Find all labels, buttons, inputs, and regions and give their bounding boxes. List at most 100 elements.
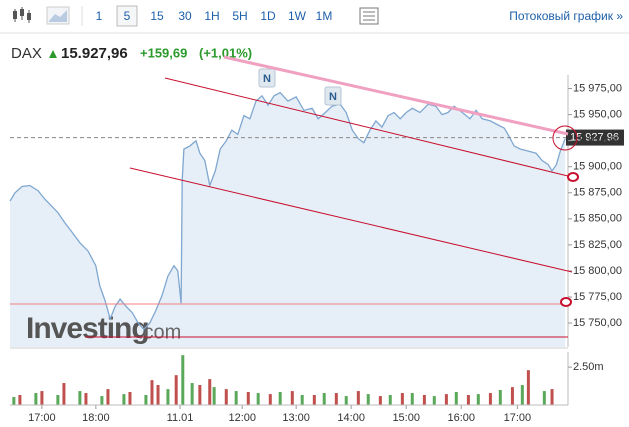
x-tick-label: 16:00 [447, 412, 475, 424]
interval-button[interactable]: 1W [288, 9, 307, 23]
stream-link[interactable]: Потоковый график » [509, 9, 623, 23]
interval-button[interactable]: 1D [260, 9, 276, 23]
candles-icon[interactable] [13, 7, 31, 23]
x-tick-label: 17:00 [28, 412, 56, 424]
volume-bar [212, 387, 216, 405]
volume-bar [356, 391, 360, 405]
volume-bar [84, 393, 88, 405]
header: DAX 15.927,96 +159,69 (+1,01%) [11, 45, 252, 62]
volume-bar [40, 391, 44, 405]
volume-bar [34, 393, 38, 405]
area-icon[interactable] [46, 6, 70, 25]
y-tick-label: 15 950,00 [573, 109, 622, 121]
y-tick-label: 15 775,00 [573, 291, 622, 303]
change-pct: (+1,01%) [199, 45, 252, 60]
trend-line [223, 55, 569, 136]
volume-bar [246, 391, 250, 405]
y-tick-label: 15 975,00 [573, 82, 622, 94]
volume-bar [268, 394, 272, 405]
volume-bar [166, 389, 170, 405]
x-tick-label: 18:00 [82, 412, 110, 424]
volume-bar [100, 396, 104, 405]
volume-bar [366, 394, 370, 405]
interval-button[interactable]: 5H [232, 9, 247, 23]
volume-bar [550, 389, 554, 405]
volume-bar [466, 395, 470, 405]
price: 15.927,96 [61, 45, 128, 62]
y-tick-label: 15 825,00 [573, 239, 622, 251]
event-label: N [329, 91, 337, 103]
y-tick-label: 15 900,00 [573, 161, 622, 173]
interval-button[interactable]: 30 [178, 9, 192, 23]
event-marker[interactable] [258, 68, 276, 88]
volume-bar [181, 355, 185, 405]
watermark-suffix: .com [138, 321, 181, 343]
interval-button[interactable]: 15 [150, 9, 164, 23]
last-price-label: 15 927,96 [570, 131, 619, 143]
interval-button[interactable]: 1 [96, 9, 103, 23]
y-tick-label: 15 875,00 [573, 187, 622, 199]
volume-bar [476, 394, 480, 405]
x-tick-label: 13:00 [282, 412, 310, 424]
toolbar: Потоковый график » 1 5 15 30 1H 5H 1D 1W 1M [0, 5, 629, 34]
volume-bar [400, 393, 404, 405]
volume-bar [498, 390, 502, 405]
interval-button[interactable]: 1H [204, 9, 219, 23]
volume-bar [144, 395, 148, 405]
volume-bar [378, 396, 382, 405]
interval-button[interactable]: 5 [124, 9, 131, 23]
volume-bar [510, 387, 514, 405]
volume-bar [454, 391, 458, 405]
interval-button[interactable]: 1M [316, 9, 333, 23]
x-tick-label: 11.01 [167, 412, 194, 424]
symbol: DAX [11, 45, 42, 62]
area-fill [10, 92, 566, 347]
volume-bar [334, 393, 338, 405]
sheet-icon[interactable] [359, 7, 379, 25]
drawings [10, 55, 579, 338]
volume-bar [12, 396, 16, 405]
volume-bar [422, 395, 426, 405]
plot: Investing.com N N 15 927,96 15 750,00 15 775,… [9, 68, 624, 424]
up-arrow [49, 50, 57, 58]
volume-bar [520, 385, 524, 405]
y-tick-label: 15 750,00 [573, 317, 622, 329]
y-tick-label: 15 925,00 [573, 135, 622, 147]
watermark: Investing [26, 312, 149, 345]
volume-bar [56, 395, 60, 405]
handle[interactable] [567, 172, 579, 182]
volume-bar [344, 396, 348, 405]
handle[interactable] [560, 297, 572, 307]
volume-bar [106, 389, 110, 405]
volume-bar [150, 380, 154, 405]
volume-bar [122, 394, 126, 405]
selected-interval [116, 5, 138, 27]
volume-bar [128, 391, 132, 405]
volume-bar [198, 385, 202, 405]
volume-bar [410, 393, 414, 405]
volume-bar [542, 391, 546, 405]
y-tick-label: 15 800,00 [573, 265, 622, 277]
volume-bar [432, 396, 436, 405]
channel-line [164, 77, 573, 178]
x-tick-label: 17:00 [504, 412, 532, 424]
volume-bar [78, 391, 82, 405]
marker-circle [552, 125, 578, 151]
x-tick-label: 12:00 [228, 412, 256, 424]
event-marker[interactable] [324, 86, 342, 106]
volume-bar [208, 379, 212, 405]
y-tick-label: 2.50m [573, 361, 604, 373]
volume-bar [278, 391, 282, 405]
volume-bar [322, 393, 326, 405]
volume-bar [488, 393, 492, 405]
volume-bar [62, 383, 66, 405]
change: +159,69 [140, 45, 187, 60]
y-tick-label: 15 850,00 [573, 213, 622, 225]
event-label: N [263, 73, 271, 85]
volume-bar [190, 383, 194, 405]
volume-bar [18, 395, 22, 405]
x-tick-label: 14:00 [337, 412, 365, 424]
last-price-box [566, 129, 624, 146]
x-tick-label: 15:00 [392, 412, 420, 424]
